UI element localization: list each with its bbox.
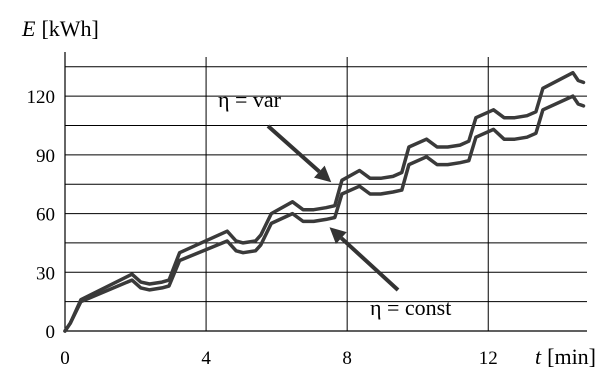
y-axis-title: E [kWh]: [21, 16, 99, 41]
y-tick-label: 120: [27, 87, 56, 108]
y-axis-symbol: E: [21, 16, 36, 41]
arrow-eta-const: [329, 227, 400, 292]
annotation-eta-var: η = var: [218, 87, 282, 112]
x-tick-label: 12: [479, 348, 498, 369]
arrow-eta-var: [266, 124, 332, 183]
axes: [64, 52, 587, 332]
annotation-eta-const: η = const: [370, 295, 451, 320]
x-axis-symbol: t: [535, 344, 542, 369]
annotation-arrows: [266, 124, 400, 292]
x-tick-label: 8: [342, 348, 352, 369]
grid-lines: [65, 57, 587, 331]
series-line-eta-var: [63, 70, 586, 333]
x-axis-unit: [min]: [547, 344, 596, 369]
y-tick-label: 0: [46, 322, 56, 343]
y-tick-label: 60: [36, 205, 55, 226]
x-tick-labels: 0 4 8 12: [60, 348, 497, 369]
series-line-eta-const: [63, 94, 586, 333]
y-tick-label: 30: [36, 263, 55, 284]
y-axis-unit: [kWh]: [41, 16, 98, 41]
y-tick-label: 90: [36, 146, 55, 167]
y-tick-labels: 0 30 60 90 120: [27, 87, 56, 343]
series-lines: [63, 70, 586, 333]
x-tick-label: 0: [60, 348, 70, 369]
x-tick-label: 4: [201, 348, 211, 369]
x-axis-title: t [min]: [535, 344, 596, 369]
